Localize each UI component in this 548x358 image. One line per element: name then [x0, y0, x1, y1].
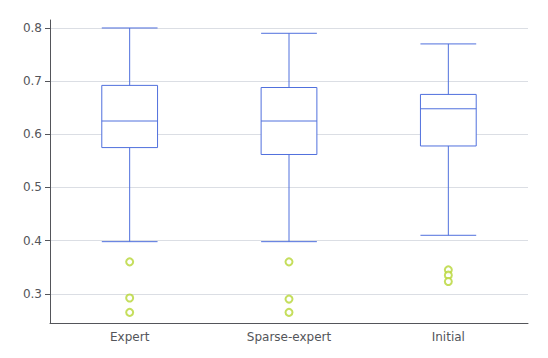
svg-text:0.4: 0.4: [23, 234, 42, 248]
svg-text:0.8: 0.8: [23, 21, 42, 35]
svg-text:0.5: 0.5: [23, 180, 42, 194]
svg-text:Sparse-expert: Sparse-expert: [247, 330, 332, 344]
svg-text:Initial: Initial: [432, 330, 465, 344]
svg-text:0.7: 0.7: [23, 74, 42, 88]
svg-text:0.3: 0.3: [23, 287, 42, 301]
svg-text:Expert: Expert: [110, 330, 150, 344]
svg-text:0.6: 0.6: [23, 127, 42, 141]
